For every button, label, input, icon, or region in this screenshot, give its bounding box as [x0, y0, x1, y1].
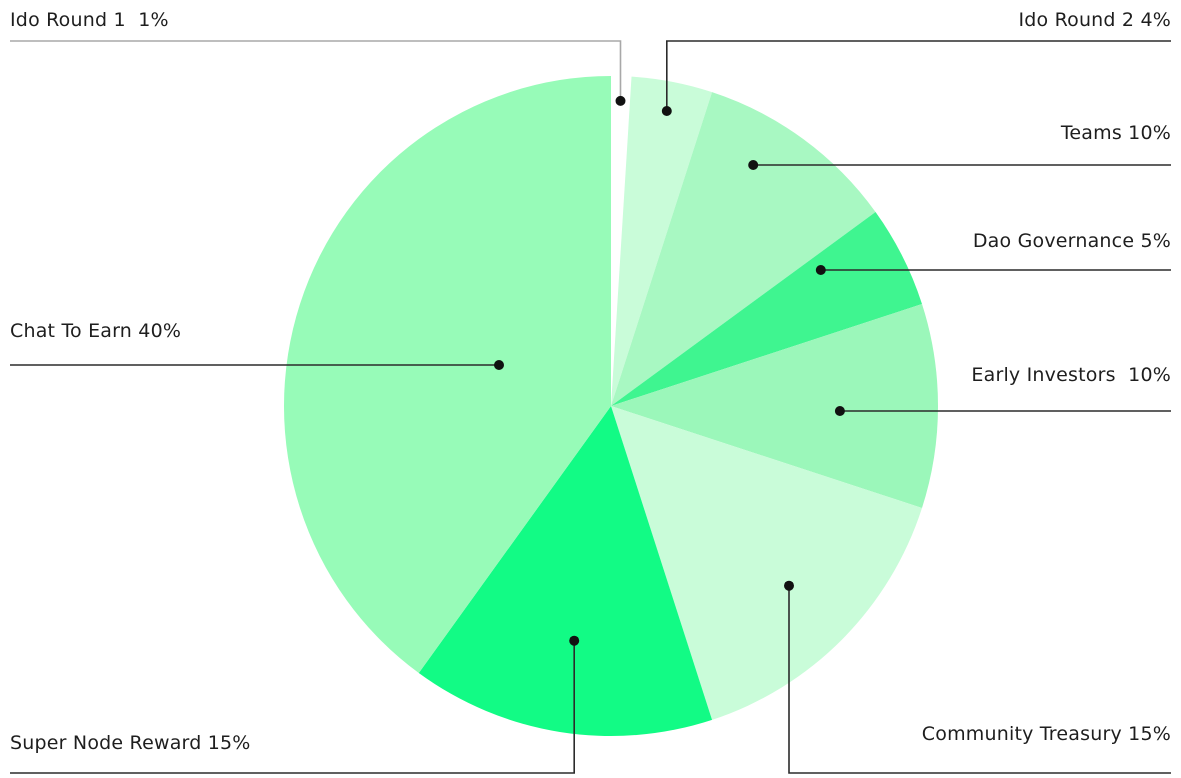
pie-slice-super-node-reward [418, 406, 713, 737]
slice-label-chat-to-earn: Chat To Earn 40% [10, 320, 181, 342]
leader-dot-early-investors [834, 406, 845, 416]
pie-slice-community-treasury [611, 406, 922, 720]
pie-slice-ido-round-1 [611, 76, 632, 406]
leader-dot-teams [748, 160, 759, 170]
leader-dot-ido-round-1 [615, 95, 626, 106]
slice-label-teams: Teams 10% [1060, 122, 1171, 144]
pie-slice-ido-round-2 [611, 76, 713, 407]
pie-slices [283, 76, 939, 737]
slice-label-community-treasury: Community Treasury 15% [922, 723, 1171, 745]
leader-line-ido-round-2 [665, 40, 1171, 111]
leader-dot-super-node-reward [569, 635, 580, 646]
slice-label-early-investors: Early Investors 10% [971, 364, 1171, 386]
leader-line-super-node-reward [10, 640, 576, 774]
slice-label-super-node-reward: Super Node Reward 15% [10, 732, 251, 754]
pie-slice-chat-to-earn [283, 76, 611, 673]
pie-slice-early-investors [611, 304, 939, 508]
leader-line-ido-round-1 [10, 40, 622, 101]
leader-dot-dao-governance [815, 265, 826, 275]
slice-labels: Ido Round 1 1% Ido Round 2 4% Teams 10% Dao… [10, 9, 1171, 754]
leader-lines [10, 40, 1171, 774]
leader-dot-community-treasury [784, 580, 794, 591]
slice-label-ido-round-1: Ido Round 1 1% [10, 9, 169, 31]
pie-slice-teams [611, 92, 876, 407]
slice-label-ido-round-2: Ido Round 2 4% [1018, 9, 1171, 31]
pie-slice-dao-governance [611, 212, 922, 406]
slice-label-dao-governance: Dao Governance 5% [973, 230, 1171, 252]
leader-line-community-treasury [788, 585, 1171, 774]
leader-dot-ido-round-2 [661, 106, 672, 116]
leader-dot-chat-to-earn [494, 360, 504, 370]
